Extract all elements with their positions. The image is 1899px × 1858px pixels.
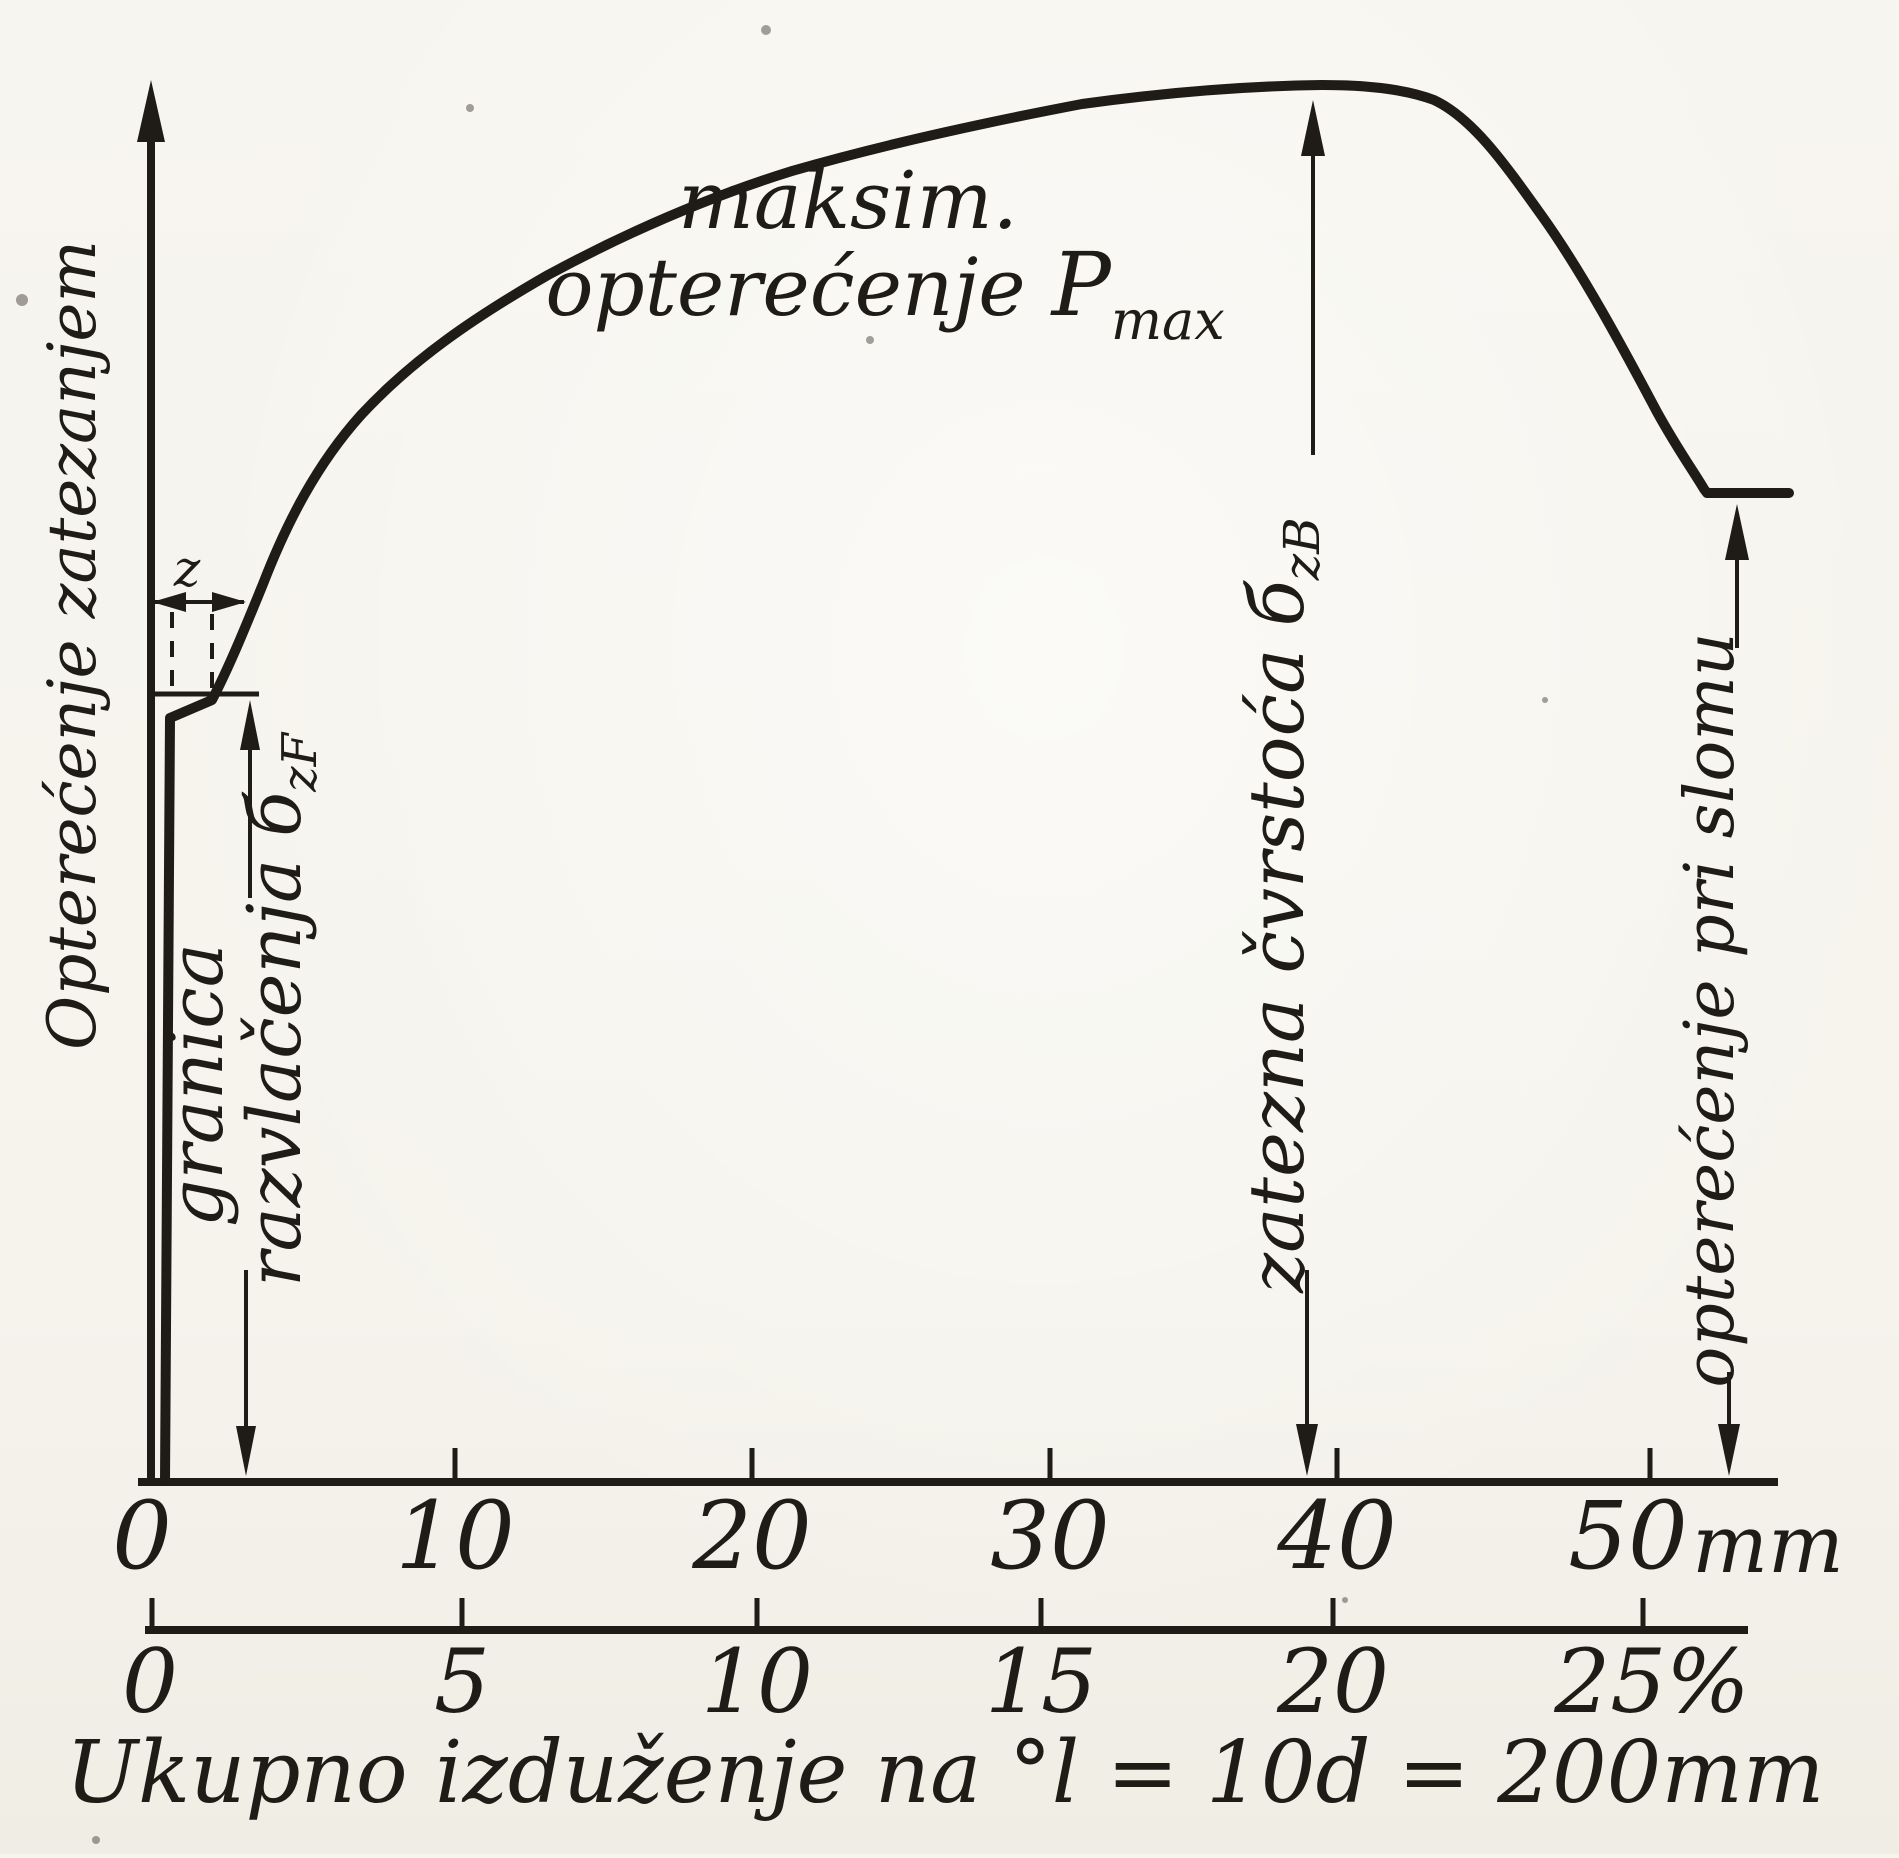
strength-label: zatezna čvrstoća бzB: [1232, 517, 1331, 1294]
strength-up-arrowhead-icon: [1301, 100, 1325, 156]
load-elongation-curve: [160, 80, 1794, 1486]
y-axis-label: Opterećenje zatezanjem: [34, 240, 111, 1050]
strength-down-arrowhead-icon: [1296, 1424, 1318, 1476]
x-axis-mm: [138, 1448, 1778, 1486]
yield-sigma-symbol: б: [232, 791, 318, 837]
yield-label-word2-text: razvlačenja: [232, 859, 318, 1287]
fracture-down-arrowhead-icon: [1718, 1424, 1740, 1476]
pct-label-25: 25%: [1553, 1630, 1750, 1733]
fracture-up-arrowhead-icon: [1725, 504, 1749, 560]
yield-label-word1: granica: [154, 943, 240, 1227]
strength-sigma-subscript: zB: [1273, 517, 1331, 581]
pct-label-0: 0: [122, 1630, 178, 1733]
yield-region-marks: z granica razvlačenja бzF: [150, 540, 328, 1476]
y-axis: [137, 80, 165, 1482]
z-offset-arrowhead-left-icon: [152, 592, 186, 612]
pmax-symbol: P: [1050, 233, 1113, 336]
yield-sigma-subscript: zF: [272, 731, 328, 792]
max-load-line1: maksim.: [678, 154, 1018, 247]
mm-scale-labels: 0 10 20 30 40 50 mm: [112, 1482, 1844, 1591]
z-offset-label: z: [173, 540, 201, 598]
mm-unit-label: mm: [1692, 1498, 1844, 1591]
mm-label-0: 0: [112, 1482, 172, 1591]
mm-label-30: 30: [990, 1482, 1110, 1591]
pmax-subscript: max: [1111, 289, 1225, 352]
pct-label-15: 15: [985, 1630, 1097, 1733]
mm-label-40: 40: [1276, 1482, 1397, 1591]
mm-label-20: 20: [691, 1482, 812, 1591]
pct-label-5: 5: [434, 1630, 490, 1733]
tensile-strength-marker: zatezna čvrstoća бzB: [1232, 100, 1331, 1476]
fracture-load-marker: opterećenje pri slomu: [1671, 504, 1750, 1476]
max-load-annotation: maksim. opterećenje Pmax: [545, 154, 1224, 352]
z-offset-arrowhead-right-icon: [212, 592, 246, 612]
yield-leader-down-arrowhead-icon: [236, 1426, 256, 1476]
x-axis-percent: [145, 1598, 1748, 1634]
max-load-word: opterećenje: [545, 241, 1025, 334]
max-load-line2: opterećenje Pmax: [545, 233, 1224, 352]
percent-scale-labels: 0 5 10 15 20 25%: [122, 1630, 1750, 1733]
yield-leader-up-arrowhead-icon: [240, 700, 260, 750]
x-axis-caption: Ukupno izduženje na °l = 10d = 200mm: [66, 1723, 1825, 1823]
mm-label-10: 10: [395, 1482, 515, 1591]
pct-label-10: 10: [701, 1630, 813, 1733]
fracture-label: opterećenje pri slomu: [1671, 632, 1750, 1387]
pct-label-20: 20: [1276, 1630, 1389, 1733]
strength-sigma-symbol: б: [1232, 580, 1321, 627]
strength-label-text: zatezna čvrstoća: [1232, 649, 1321, 1294]
yield-label-word2: razvlačenja бzF: [232, 731, 328, 1286]
mm-label-50: 50: [1568, 1482, 1688, 1591]
y-axis-arrowhead-icon: [137, 80, 165, 142]
paper-specks: [16, 25, 1548, 1844]
